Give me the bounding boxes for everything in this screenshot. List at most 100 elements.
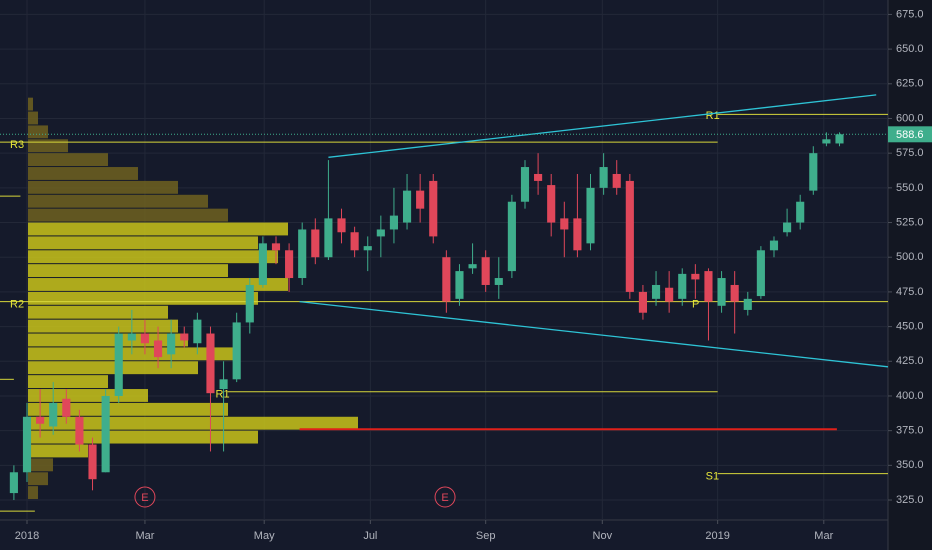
candle-body	[796, 201, 805, 223]
candle-body	[219, 379, 228, 390]
candle-body	[665, 287, 674, 302]
candle-body	[822, 139, 831, 144]
y-tick-label: 375.0	[896, 425, 924, 437]
candle-body	[534, 173, 543, 181]
candle-body	[402, 190, 412, 223]
candle-body	[612, 173, 621, 188]
candle-body	[638, 291, 647, 313]
candle-body	[494, 278, 503, 285]
candle-body	[599, 167, 608, 188]
profile-bar	[27, 389, 148, 402]
y-tick-label: 600.0	[896, 112, 924, 124]
profile-bar	[27, 250, 278, 264]
y-tick-label: 625.0	[896, 78, 924, 90]
candle-body	[429, 180, 438, 237]
y-tick-label: 550.0	[896, 182, 924, 194]
candle-body	[193, 319, 202, 344]
profile-bar	[27, 278, 288, 291]
y-tick-label: 350.0	[896, 459, 924, 471]
candle-body	[835, 134, 844, 144]
candle-body	[363, 246, 372, 251]
candle-body	[651, 284, 661, 299]
profile-bar	[27, 472, 48, 486]
price-tag-label: 588.6	[896, 129, 924, 141]
y-axis-panel	[888, 0, 932, 550]
profile-bar	[27, 180, 178, 194]
x-tick-label: 2019	[705, 530, 729, 542]
candle-body	[206, 333, 215, 394]
x-tick-label: May	[254, 530, 275, 542]
level-label: R2	[10, 299, 24, 311]
y-tick-label: 475.0	[896, 286, 924, 298]
candle-body	[625, 180, 634, 292]
y-tick-label: 425.0	[896, 355, 924, 367]
candle-body	[520, 167, 530, 202]
candle-body	[36, 416, 45, 424]
profile-bar	[27, 486, 38, 500]
candle-body	[153, 340, 163, 358]
profile-bar	[27, 194, 208, 208]
event-marker	[134, 486, 156, 508]
profile-bar	[27, 291, 258, 305]
candle-body	[586, 187, 595, 244]
candle-body	[337, 218, 346, 233]
candle-body	[783, 222, 792, 233]
candle-body	[730, 284, 739, 302]
candle-body	[769, 240, 779, 251]
candle-body	[167, 333, 176, 355]
candle-body	[376, 229, 385, 237]
profile-bar	[27, 375, 108, 389]
level-label: R3	[10, 139, 24, 151]
candle-body	[678, 273, 687, 299]
y-tick-label: 325.0	[896, 494, 924, 506]
y-tick-label: 575.0	[896, 147, 924, 159]
level-label: P	[692, 299, 699, 311]
candle-body	[507, 201, 516, 272]
event-label: E	[141, 492, 148, 504]
candle-body	[704, 271, 713, 302]
x-tick-label: Sep	[476, 530, 496, 542]
price-tag	[888, 126, 932, 143]
profile-bar	[27, 125, 48, 139]
level-label: S1	[706, 471, 719, 483]
candle-body	[298, 229, 307, 279]
candle-body	[350, 232, 359, 251]
profile-bar	[27, 111, 38, 125]
profile-bar	[27, 458, 53, 472]
candle-body	[285, 250, 294, 279]
y-tick-label: 650.0	[896, 43, 924, 55]
profile-bar	[27, 167, 138, 180]
profile-bar	[27, 236, 258, 250]
profile-bar	[27, 264, 228, 278]
profile-bar	[27, 305, 168, 319]
candle-body	[468, 264, 477, 269]
candle-body	[127, 333, 136, 341]
y-tick-label: 525.0	[896, 216, 924, 228]
profile-bar	[27, 361, 198, 375]
candle-body	[442, 257, 451, 302]
candle-body	[717, 278, 726, 306]
event-label: E	[441, 492, 448, 504]
candle-body	[389, 215, 399, 230]
candle-body	[88, 444, 97, 480]
profile-bar	[27, 444, 88, 458]
x-tick-label: 2018	[15, 530, 39, 542]
candle-body	[756, 250, 765, 297]
profile-bar	[27, 402, 228, 416]
candle-body	[416, 190, 425, 209]
candle-body	[232, 322, 241, 380]
candle-body	[9, 472, 18, 494]
candle-body	[22, 416, 32, 473]
candle-body	[455, 271, 464, 299]
candle-body	[101, 395, 110, 473]
profile-bar	[27, 347, 238, 361]
x-tick-label: Mar	[814, 530, 833, 542]
profile-bar	[27, 319, 178, 333]
y-tick-label: 500.0	[896, 251, 924, 263]
candle-body	[75, 416, 84, 445]
y-tick-label: 675.0	[896, 8, 924, 20]
candle-body	[573, 218, 582, 251]
profile-bar	[27, 153, 108, 167]
event-marker	[434, 486, 456, 508]
